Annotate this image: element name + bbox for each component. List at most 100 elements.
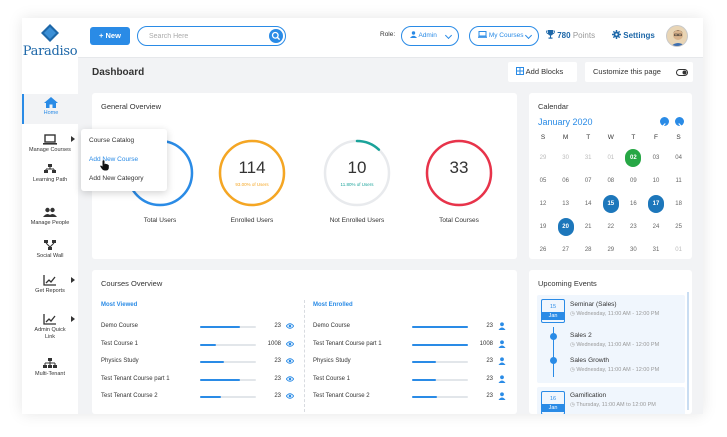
calendar-day[interactable]: 02 — [623, 149, 643, 167]
calendar-day[interactable]: 30 — [630, 247, 637, 253]
menu-item-course-catalog[interactable]: Course Catalog — [89, 137, 135, 144]
sidebar-item-manage-courses[interactable]: Manage Courses — [22, 134, 78, 158]
sidebar-item-label: Manage Courses — [29, 147, 71, 153]
toggle-icon — [676, 69, 688, 76]
menu-item-add-new-category[interactable]: Add New Category — [89, 175, 144, 182]
settings-label: Settings — [623, 31, 655, 40]
sidebar-item-home[interactable]: Home — [22, 94, 78, 124]
chevron-down-icon — [524, 31, 533, 40]
course-row[interactable]: Demo Course 23 — [313, 321, 513, 335]
calendar-day[interactable]: 06 — [562, 178, 569, 184]
calendar-day[interactable]: 19 — [539, 224, 547, 230]
calendar-day[interactable]: 31 — [652, 247, 660, 253]
sidebar-item-social-wall[interactable]: Social Wall — [22, 240, 78, 264]
course-row[interactable]: Test Tenant Course 2 23 — [313, 391, 513, 405]
logo-text: Paradiso — [22, 44, 78, 59]
course-progress-bar — [200, 361, 256, 363]
calendar-day[interactable]: 03 — [652, 155, 660, 161]
calendar-day[interactable]: 13 — [562, 201, 569, 207]
course-row[interactable]: Test Tenant Course 2 23 — [101, 391, 301, 405]
settings-link[interactable]: Settings — [612, 30, 655, 40]
calendar-day[interactable]: 31 — [584, 155, 592, 161]
course-row[interactable]: Test Tenant Course part 1 23 — [101, 374, 301, 388]
calendar-day[interactable]: 30 — [562, 155, 569, 161]
sidebar-item-get-reports[interactable]: Get Reports — [22, 275, 78, 299]
calendar-day[interactable]: 28 — [584, 247, 592, 253]
user-icon — [498, 374, 506, 383]
event-title[interactable]: Sales 2 — [570, 332, 592, 339]
new-button[interactable]: + New — [90, 27, 130, 45]
customize-page-button[interactable]: Customize this page — [585, 62, 693, 82]
calendar-day[interactable]: 05 — [539, 178, 547, 184]
course-count: 23 — [486, 358, 493, 364]
search-button[interactable] — [269, 29, 283, 43]
calendar-day[interactable]: 17 — [646, 195, 666, 213]
sidebar-item-learning-path[interactable]: Learning Path — [22, 164, 78, 188]
upcoming-events-card: Upcoming Events 15 Jan Seminar (Sales) ◷… — [529, 270, 692, 414]
calendar-day[interactable]: 24 — [652, 224, 660, 230]
calendar-day[interactable]: 21 — [584, 224, 592, 230]
role-select[interactable]: Admin — [401, 26, 459, 46]
sidebar-item-admin-quick-link[interactable]: Admin Quick Link — [22, 314, 78, 346]
calendar-day[interactable]: 10 — [652, 178, 660, 184]
event-title[interactable]: Sales Growth — [570, 357, 610, 364]
chevron-right-icon — [71, 277, 75, 283]
add-blocks-button[interactable]: Add Blocks — [508, 62, 577, 82]
course-row[interactable]: Test Tenant Course part 1 1008 — [313, 339, 513, 353]
events-scrollbar[interactable] — [687, 292, 689, 410]
tenant-icon — [43, 358, 57, 368]
event-title[interactable]: Gamification — [570, 392, 607, 399]
avatar[interactable] — [666, 25, 688, 47]
calendar-day[interactable]: 22 — [607, 224, 615, 230]
calendar-day[interactable]: 27 — [562, 247, 569, 253]
event-title[interactable]: Seminar (Sales) — [570, 301, 617, 308]
calendar-weekday-label: T — [586, 134, 591, 141]
stat-value: 33 — [449, 158, 469, 177]
sidebar-item-label-line2: Link — [44, 334, 56, 340]
calendar-day[interactable]: 12 — [539, 201, 547, 207]
event-time: ◷ Wednesday, 11:00 AM - 12:00 PM — [570, 342, 660, 348]
calendar-next-button[interactable] — [675, 117, 684, 128]
event-time: ◷ Thursday, 11:00 AM to 12:00 PM — [570, 402, 656, 408]
calendar-day[interactable]: 01 — [607, 155, 615, 161]
calendar-day[interactable]: 18 — [675, 201, 682, 207]
sidebar-item-multi-tenant[interactable]: Multi-Tenant — [22, 358, 78, 382]
sidebar-item-manage-people[interactable]: Manage People — [22, 207, 78, 231]
calendar-day[interactable]: 29 — [607, 247, 615, 253]
calendar-day[interactable]: 26 — [539, 247, 547, 253]
sidebar-item-label: Home — [43, 110, 59, 116]
role-label: Role: — [380, 31, 396, 38]
course-row[interactable]: Demo Course 23 — [101, 321, 301, 335]
points-display[interactable]: 780 Points — [546, 30, 595, 40]
course-progress-fill — [412, 361, 436, 363]
calendar-day[interactable]: 01 — [675, 247, 682, 253]
calendar-day[interactable]: 20 — [556, 218, 576, 236]
calendar-day[interactable]: 23 — [630, 224, 637, 230]
calendar-day[interactable]: 14 — [584, 201, 592, 207]
calendar-day[interactable]: 25 — [675, 224, 682, 230]
course-row[interactable]: Physics Study 23 — [101, 356, 301, 370]
most-viewed-heading: Most Viewed — [101, 302, 138, 308]
calendar-day[interactable]: 11 — [675, 178, 682, 184]
calendar-day[interactable]: 29 — [539, 155, 547, 161]
logo[interactable]: Paradiso — [22, 24, 78, 59]
calendar-prev-button[interactable] — [660, 117, 669, 128]
calendar-day[interactable]: 09 — [630, 178, 637, 184]
course-row[interactable]: Test Course 1 1008 — [101, 339, 301, 353]
my-courses-select[interactable]: My Courses — [469, 26, 539, 46]
calendar-day[interactable]: 07 — [584, 178, 592, 184]
calendar-day[interactable]: 16 — [630, 201, 637, 207]
menu-item-add-new-course[interactable]: Add New Course — [89, 156, 139, 163]
top-bar: + New Role: Admin My Courses 780 Points … — [78, 18, 703, 58]
chevron-left-icon — [662, 123, 666, 128]
course-row[interactable]: Physics Study 23 — [313, 356, 513, 370]
calendar-day[interactable]: 04 — [675, 155, 682, 161]
search-input[interactable] — [149, 31, 261, 42]
courses-overview-title: Courses Overview — [101, 279, 163, 288]
stat-value: 114 — [238, 158, 266, 177]
calendar-day[interactable]: 15 — [601, 195, 621, 213]
course-row[interactable]: Test Course 1 23 — [313, 374, 513, 388]
calendar-weekday-label: W — [607, 134, 614, 141]
eye-icon — [286, 393, 294, 399]
calendar-day[interactable]: 08 — [607, 178, 615, 184]
